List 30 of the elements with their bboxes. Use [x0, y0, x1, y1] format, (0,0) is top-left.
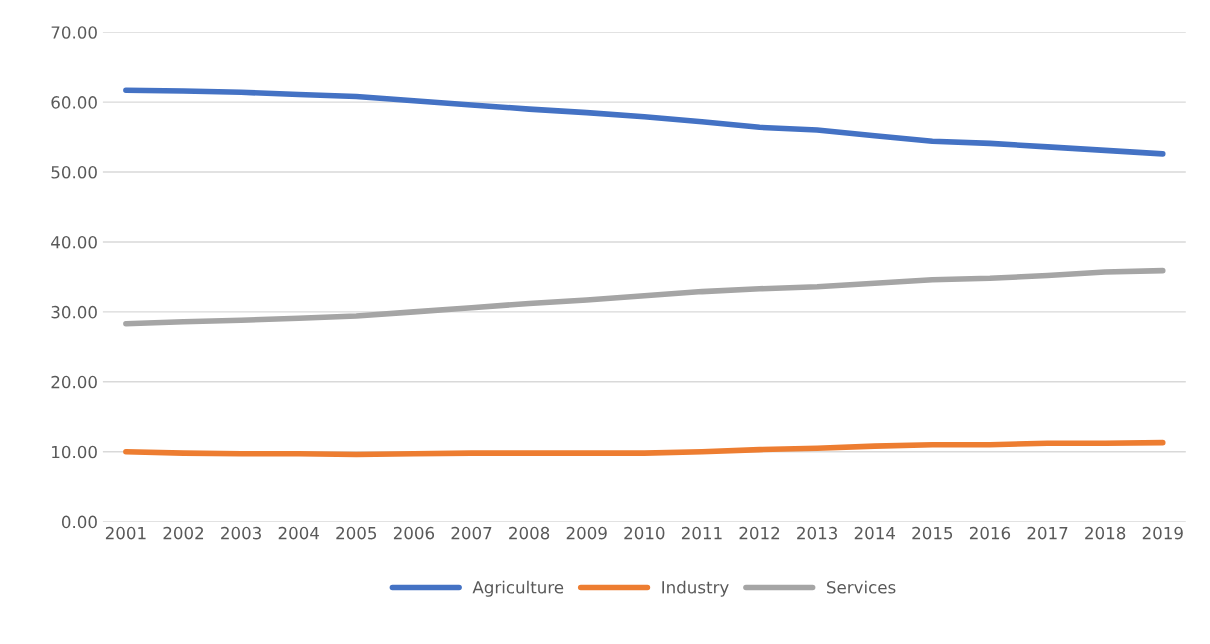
y-tick-label: 70.00: [51, 26, 97, 39]
y-tick-label: 40.00: [51, 235, 97, 249]
x-tick-label: 2009: [566, 526, 607, 540]
x-tick-label: 2013: [797, 526, 838, 540]
x-tick-label: 2014: [854, 526, 896, 540]
x-tick-label: 2005: [336, 526, 377, 540]
x-tick-label: 2019: [1142, 526, 1183, 540]
x-tick-label: 2008: [509, 526, 550, 540]
x-tick-label: 2001: [105, 526, 146, 540]
x-tick-label: 2007: [451, 526, 492, 540]
y-tick-label: 10.00: [52, 445, 97, 459]
x-tick-label: 2002: [163, 526, 204, 540]
x-tick-label: 2012: [739, 526, 780, 540]
x-tick-label: 2003: [221, 526, 261, 540]
x-tick-label: 2010: [624, 526, 665, 540]
legend-label: Agriculture: [472, 580, 564, 597]
x-tick-label: 2018: [1085, 526, 1126, 540]
x-tick-label: 2017: [1027, 526, 1068, 540]
x-tick-label: 2011: [681, 526, 722, 540]
y-tick-label: 60.00: [51, 96, 97, 109]
y-tick-label: 50.00: [51, 166, 97, 179]
y-tick-label: 20.00: [51, 375, 97, 389]
x-tick-label: 2015: [912, 526, 953, 540]
x-tick-label: 2016: [969, 526, 1011, 540]
legend-label: Services: [827, 580, 896, 594]
legend-label: Industry: [662, 580, 729, 597]
y-tick-label: 0.00: [61, 515, 97, 529]
x-tick-label: 2004: [278, 526, 319, 540]
y-tick-label: 30.00: [51, 305, 97, 319]
x-tick-label: 2006: [393, 526, 435, 540]
